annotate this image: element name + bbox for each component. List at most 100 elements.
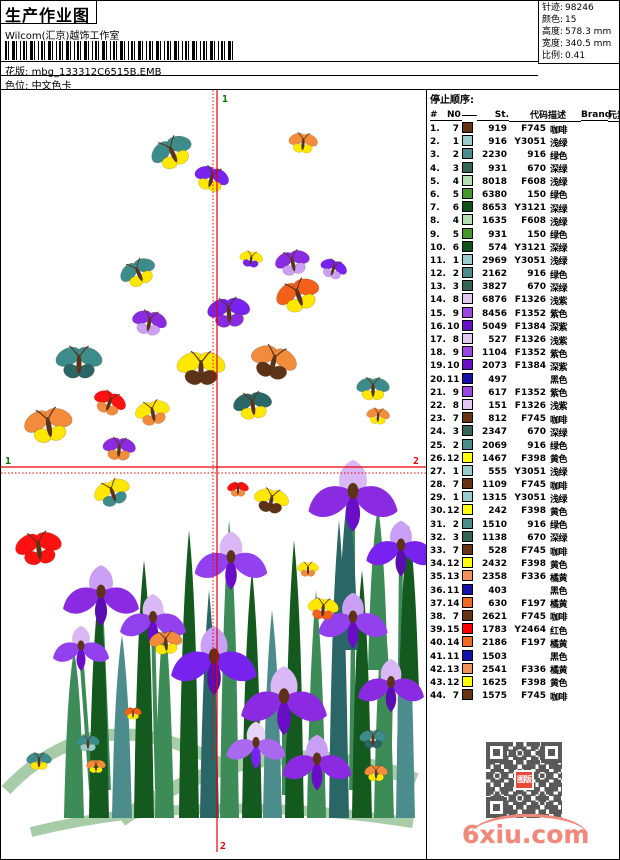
row-stitches: 931 bbox=[488, 163, 507, 174]
row-number: 7. bbox=[430, 203, 440, 214]
col-number: # bbox=[430, 110, 447, 121]
stop-table-row: 29. 1 1315 Y3051 浅绿 bbox=[428, 491, 619, 505]
stop-table-row: 23. 7 812 F745 咖啡 bbox=[428, 412, 619, 426]
row-number: 8. bbox=[430, 216, 440, 227]
thread-color-swatch bbox=[462, 333, 473, 344]
row-stitches: 8653 bbox=[481, 203, 507, 214]
end-marker-bottom: 2 bbox=[220, 841, 226, 852]
thread-color-swatch bbox=[462, 280, 473, 292]
stop-table-row: 10. 6 574 Y3121 深绿 bbox=[428, 240, 619, 254]
stitches-label: 针迹: bbox=[542, 3, 564, 13]
stop-table-row: 3. 2 2230 916 绿色 bbox=[428, 148, 619, 162]
row-needle: 8 bbox=[452, 335, 459, 345]
stop-table-row: 24. 3 2347 670 深绿 bbox=[428, 425, 619, 439]
row-needle: 12 bbox=[447, 453, 460, 464]
colors-value: 15 bbox=[565, 15, 577, 25]
row-number: 25. bbox=[430, 440, 446, 451]
row-description: 深绿 bbox=[550, 428, 568, 439]
row-stitches: 6876 bbox=[481, 295, 507, 306]
row-description: 咖啡 bbox=[550, 692, 568, 703]
row-stitches: 2073 bbox=[481, 361, 507, 372]
row-number: 16. bbox=[430, 321, 446, 332]
stop-table-row: 35. 13 2358 F336 橘黄 bbox=[428, 570, 619, 584]
row-stitches: 2432 bbox=[481, 559, 507, 570]
row-number: 18. bbox=[430, 348, 446, 359]
row-description: 黄色 bbox=[550, 679, 568, 690]
thread-color-swatch bbox=[462, 583, 473, 595]
row-code: F608 bbox=[521, 216, 546, 227]
design-stats: 针迹: 98246 颜色: 15 高度: 578.3 mm 宽度: 340.5 mm 比… bbox=[538, 1, 619, 64]
stop-table-row: 20. 11 497 黑色 bbox=[428, 372, 619, 386]
thread-color-swatch bbox=[462, 227, 473, 239]
row-needle: 12 bbox=[447, 677, 460, 688]
row-stitches: 2186 bbox=[481, 638, 507, 649]
row-description: 绿色 bbox=[550, 270, 568, 281]
thread-color-swatch bbox=[462, 557, 473, 569]
row-number: 36. bbox=[430, 585, 446, 596]
row-description: 橘黄 bbox=[550, 666, 568, 677]
thread-color-swatch bbox=[462, 425, 473, 437]
stop-table-row: 1. 7 919 F745 咖啡 bbox=[428, 122, 619, 136]
row-stitches: 497 bbox=[488, 374, 507, 385]
row-stitches: 2069 bbox=[481, 440, 507, 451]
row-needle: 4 bbox=[452, 216, 459, 227]
row-number: 20. bbox=[430, 374, 446, 385]
row-needle: 2 bbox=[452, 440, 459, 451]
row-needle: 1 bbox=[452, 137, 459, 148]
page-title: 生产作业图 bbox=[1, 1, 97, 25]
thread-color-swatch bbox=[462, 504, 473, 516]
row-description: 黄色 bbox=[550, 455, 568, 466]
row-stitches: 5049 bbox=[481, 321, 507, 332]
row-needle: 4 bbox=[452, 176, 459, 187]
row-number: 28. bbox=[430, 480, 446, 491]
qr-finder-tr bbox=[541, 742, 562, 763]
row-stitches: 1510 bbox=[481, 519, 507, 530]
row-stitches: 242 bbox=[488, 506, 507, 517]
thread-color-swatch bbox=[462, 346, 473, 358]
row-description: 紫色 bbox=[550, 310, 568, 321]
row-description: 黄色 bbox=[550, 560, 568, 571]
row-code: Y3121 bbox=[514, 203, 546, 214]
row-needle: 5 bbox=[452, 189, 459, 200]
row-needle: 7 bbox=[452, 124, 459, 134]
row-stitches: 3827 bbox=[481, 282, 507, 293]
row-code: F1352 bbox=[514, 387, 546, 398]
main-divider bbox=[1, 89, 619, 90]
stop-table-row: 4. 3 931 670 深绿 bbox=[428, 161, 619, 175]
design-preview-area: 1 2 1 2 bbox=[1, 90, 427, 859]
row-code: Y3051 bbox=[514, 466, 546, 477]
row-code: F398 bbox=[521, 453, 546, 464]
row-stitches: 931 bbox=[488, 229, 507, 240]
stop-table-row: 12. 2 2162 916 绿色 bbox=[428, 267, 619, 281]
row-stitches: 812 bbox=[488, 414, 507, 425]
row-needle: 10 bbox=[447, 321, 460, 332]
thread-color-swatch bbox=[462, 675, 473, 687]
row-needle: 3 bbox=[452, 163, 459, 174]
stop-table-row: 5. 4 8018 F608 浅绿 bbox=[428, 174, 619, 188]
divider bbox=[1, 61, 538, 62]
row-number: 33. bbox=[430, 546, 446, 556]
row-stitches: 1783 bbox=[481, 625, 507, 636]
row-stitches: 919 bbox=[488, 124, 507, 134]
stop-table-row: 13. 3 3827 670 深绿 bbox=[428, 280, 619, 294]
row-code: F197 bbox=[521, 638, 546, 649]
row-number: 13. bbox=[430, 282, 446, 293]
stop-table-row: 32. 3 1138 670 深绿 bbox=[428, 530, 619, 544]
stop-table-row: 34. 12 2432 F398 黄色 bbox=[428, 557, 619, 571]
stop-table-row: 27. 1 555 Y3051 浅绿 bbox=[428, 464, 619, 478]
row-needle: 14 bbox=[447, 598, 460, 609]
row-description: 咖啡 bbox=[550, 125, 568, 136]
row-stitches: 1575 bbox=[481, 691, 507, 702]
row-number: 4. bbox=[430, 163, 440, 174]
row-needle: 6 bbox=[452, 203, 459, 214]
thread-color-swatch bbox=[462, 385, 473, 397]
row-code: Y3051 bbox=[514, 493, 546, 504]
stop-table-row: 36. 11 403 黑色 bbox=[428, 583, 619, 597]
qr-center-logo: 图版 bbox=[514, 770, 534, 790]
row-needle: 12 bbox=[447, 506, 460, 517]
row-stitches: 916 bbox=[488, 137, 507, 148]
row-description: 深绿 bbox=[550, 204, 568, 215]
thread-color-swatch bbox=[462, 135, 473, 147]
row-stitches: 617 bbox=[488, 387, 507, 398]
